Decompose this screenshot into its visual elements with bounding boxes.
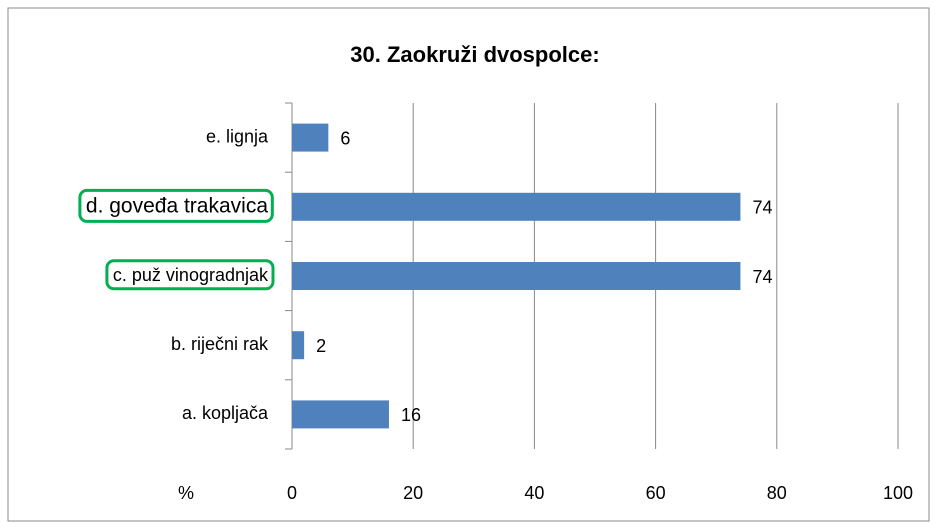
x-tick-label: 80 [767, 483, 787, 503]
bar [292, 262, 741, 290]
value-label: 74 [752, 198, 772, 218]
bar [292, 123, 329, 152]
x-tick-label: 0 [287, 483, 297, 503]
x-axis-label: % [178, 483, 194, 503]
x-tick-label: 40 [524, 483, 544, 503]
bar [292, 331, 305, 360]
y-tick-label: c. puž vinogradnjak [113, 265, 269, 285]
value-label: 2 [316, 336, 326, 356]
x-tick-label: 100 [883, 483, 913, 503]
y-tick-label: a. kopljača [182, 403, 269, 423]
value-label: 6 [340, 128, 350, 148]
value-label: 16 [401, 405, 421, 425]
highlight-box [78, 188, 274, 223]
y-tick-label: e. lignja [206, 126, 269, 146]
bar [292, 400, 389, 429]
x-tick-label: 60 [646, 483, 666, 503]
y-tick-label: d. goveđa trakavica [86, 194, 268, 217]
highlight-box [105, 259, 275, 291]
x-tick-label: 20 [403, 483, 423, 503]
bar [292, 192, 741, 221]
value-label: 74 [752, 267, 772, 287]
chart-title: 30. Zaokruži dvospolce: [350, 42, 599, 67]
y-tick-label: b. riječni rak [171, 334, 269, 354]
